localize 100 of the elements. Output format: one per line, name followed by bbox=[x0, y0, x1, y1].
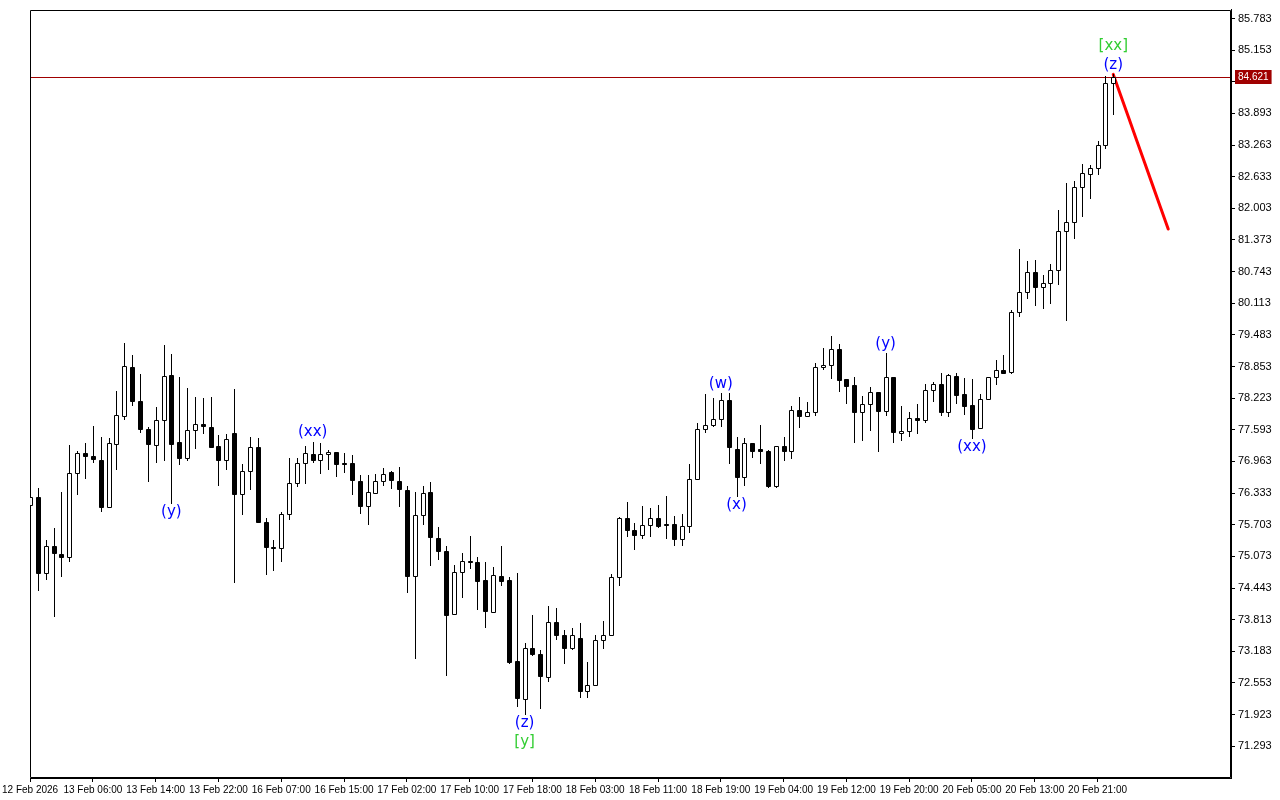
candlestick bbox=[585, 661, 590, 699]
candlestick bbox=[146, 426, 151, 483]
candlestick bbox=[813, 362, 818, 417]
y-tick-label: 83.263 bbox=[1238, 138, 1272, 151]
candlestick bbox=[138, 373, 143, 434]
x-tick-label: 20 Feb 21:00 bbox=[1068, 783, 1128, 795]
candlestick bbox=[483, 561, 488, 629]
candlestick bbox=[1009, 309, 1014, 375]
candlestick bbox=[460, 552, 465, 599]
candlestick bbox=[1103, 75, 1108, 150]
candlestick bbox=[107, 437, 112, 509]
y-tick-label: 85.153 bbox=[1238, 43, 1272, 56]
y-tick-label: 81.373 bbox=[1238, 233, 1272, 245]
x-tick-label: 13 Feb 22:00 bbox=[188, 783, 249, 795]
candlestick bbox=[122, 342, 127, 421]
y-tick-label: 82.003 bbox=[1238, 201, 1272, 214]
candlestick bbox=[36, 487, 41, 592]
y-tick-label: 85.783 bbox=[1238, 11, 1272, 24]
candlestick bbox=[640, 505, 645, 540]
candlestick bbox=[59, 491, 64, 578]
candlestick bbox=[468, 535, 473, 570]
y-tick-label: 79.483 bbox=[1238, 327, 1272, 340]
candlestick bbox=[389, 470, 394, 490]
candlestick bbox=[240, 463, 245, 516]
candlestick bbox=[884, 352, 889, 417]
y-tick-label: 76.963 bbox=[1238, 454, 1272, 467]
x-tick-label: 17 Feb 10:00 bbox=[440, 783, 500, 795]
x-tick-label: 13 Feb 14:00 bbox=[126, 783, 186, 795]
candlestick bbox=[523, 642, 528, 716]
y-tick-label: 71.293 bbox=[1238, 739, 1272, 752]
candlestick bbox=[891, 376, 896, 444]
candlestick bbox=[232, 388, 237, 584]
candlestick bbox=[216, 434, 221, 487]
candlestick bbox=[428, 481, 433, 567]
annotation: [y] bbox=[514, 731, 535, 750]
candlestick bbox=[805, 401, 810, 418]
candlestick bbox=[632, 522, 637, 551]
ref-line-label: 84.621 bbox=[1238, 71, 1270, 83]
y-tick-label: 77.593 bbox=[1238, 422, 1272, 435]
candlestick bbox=[570, 627, 575, 651]
candlestick bbox=[789, 405, 794, 460]
candlestick bbox=[978, 393, 983, 430]
candlestick bbox=[1033, 259, 1038, 307]
y-tick-label: 80.113 bbox=[1238, 296, 1271, 309]
candlestick bbox=[1041, 274, 1046, 310]
candlestick bbox=[625, 501, 630, 538]
candlestick bbox=[475, 556, 480, 611]
candlestick bbox=[162, 344, 167, 462]
annotation: [xx] bbox=[1098, 36, 1128, 55]
candlestick bbox=[703, 393, 708, 434]
candlestick bbox=[326, 449, 331, 471]
candlestick bbox=[609, 573, 614, 637]
x-tick-label: 18 Feb 11:00 bbox=[628, 783, 688, 795]
candlestick bbox=[201, 397, 206, 435]
x-tick-label: 16 Feb 15:00 bbox=[314, 783, 374, 795]
candlestick bbox=[766, 449, 771, 489]
candlestick bbox=[664, 495, 669, 540]
candlestick bbox=[601, 620, 606, 650]
y-tick-label: 71.923 bbox=[1238, 707, 1272, 720]
candlestick bbox=[67, 444, 72, 563]
x-tick-label: 18 Feb 19:00 bbox=[691, 783, 751, 795]
candlestick bbox=[491, 566, 496, 614]
candlestick bbox=[876, 391, 881, 453]
annotation: (w) bbox=[708, 374, 733, 393]
candlestick bbox=[1088, 164, 1093, 200]
candlestick bbox=[719, 392, 724, 428]
candlestick bbox=[1072, 180, 1077, 240]
candlestick bbox=[538, 649, 543, 710]
candlestick bbox=[405, 485, 410, 594]
candlestick bbox=[954, 372, 959, 405]
candlestick bbox=[750, 442, 755, 459]
candlestick bbox=[821, 347, 826, 371]
candlestick bbox=[994, 359, 999, 386]
candlestick bbox=[185, 387, 190, 462]
candlestick bbox=[248, 436, 253, 491]
candlestick bbox=[695, 422, 700, 481]
candlestick bbox=[899, 405, 904, 442]
y-tick-label: 74.443 bbox=[1238, 581, 1272, 594]
x-tick-label: 20 Feb 13:00 bbox=[1005, 783, 1065, 795]
x-tick-label: 17 Feb 02:00 bbox=[377, 783, 437, 795]
candlestick bbox=[1080, 163, 1085, 218]
candlestick bbox=[656, 504, 661, 529]
x-tick-label: 19 Feb 04:00 bbox=[754, 783, 814, 795]
candlestick bbox=[868, 386, 873, 432]
candlestick bbox=[114, 390, 119, 471]
y-tick-label: 75.073 bbox=[1238, 549, 1272, 562]
candlestick bbox=[774, 445, 779, 489]
candlestick bbox=[829, 335, 834, 380]
annotation: (xx) bbox=[297, 422, 328, 441]
candlestick bbox=[970, 378, 975, 440]
candlestick bbox=[1056, 209, 1061, 286]
candlestick bbox=[397, 466, 402, 508]
candlestick bbox=[1025, 260, 1030, 300]
candlestick bbox=[224, 433, 229, 471]
candlestick bbox=[413, 491, 418, 660]
annotation: (z) bbox=[1103, 55, 1124, 74]
candlestick bbox=[193, 396, 198, 450]
candlestick bbox=[758, 424, 763, 465]
candlestick bbox=[782, 436, 787, 462]
candlestick bbox=[923, 383, 928, 424]
